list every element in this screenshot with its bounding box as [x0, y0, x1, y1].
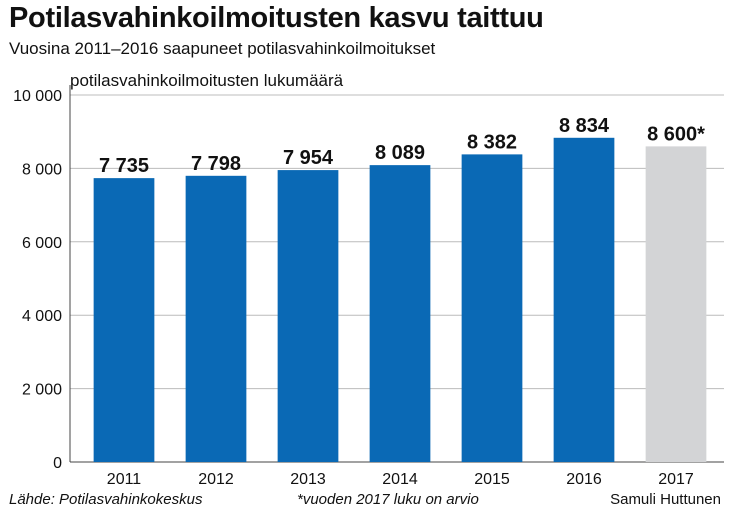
bar	[369, 165, 431, 462]
x-tick-label: 2013	[290, 471, 326, 488]
source-note: Lähde: Potilasvahinkokeskus	[9, 491, 203, 508]
x-tick-label: 2017	[658, 471, 694, 488]
data-label: 7 798	[191, 153, 241, 175]
data-label: 8 382	[467, 131, 517, 153]
bar	[645, 146, 707, 462]
y-tick-label: 0	[53, 455, 62, 472]
bar	[553, 137, 615, 462]
x-tick-label: 2015	[474, 471, 510, 488]
data-label: 8 600*	[647, 123, 705, 145]
x-tick-label: 2016	[566, 471, 602, 488]
bar	[185, 175, 247, 462]
y-tick-label: 6 000	[22, 235, 62, 252]
y-tick-label: 2 000	[22, 382, 62, 399]
data-label: 7 954	[283, 147, 334, 169]
y-tick-label: 8 000	[22, 161, 62, 178]
y-tick-label: 10 000	[13, 88, 62, 105]
estimate-footnote: *vuoden 2017 luku on arvio	[297, 491, 479, 508]
x-tick-label: 2014	[382, 471, 418, 488]
y-tick-label: 4 000	[22, 308, 62, 325]
x-tick-label: 2012	[198, 471, 234, 488]
bar	[277, 170, 339, 462]
author-credit: Samuli Huttunen	[610, 491, 721, 508]
data-label: 7 735	[99, 155, 149, 177]
bar	[93, 178, 155, 463]
chart-title: Potilasvahinkoilmoitusten kasvu taittuu	[9, 2, 544, 34]
bar	[461, 154, 523, 462]
x-tick-label: 2011	[107, 471, 142, 488]
data-label: 8 834	[559, 115, 610, 137]
data-label: 8 089	[375, 142, 425, 164]
chart-subtitle: Vuosina 2011–2016 saapuneet potilasvahin…	[9, 39, 436, 58]
y-axis-label: potilasvahinkoilmoitusten lukumäärä	[70, 71, 344, 90]
